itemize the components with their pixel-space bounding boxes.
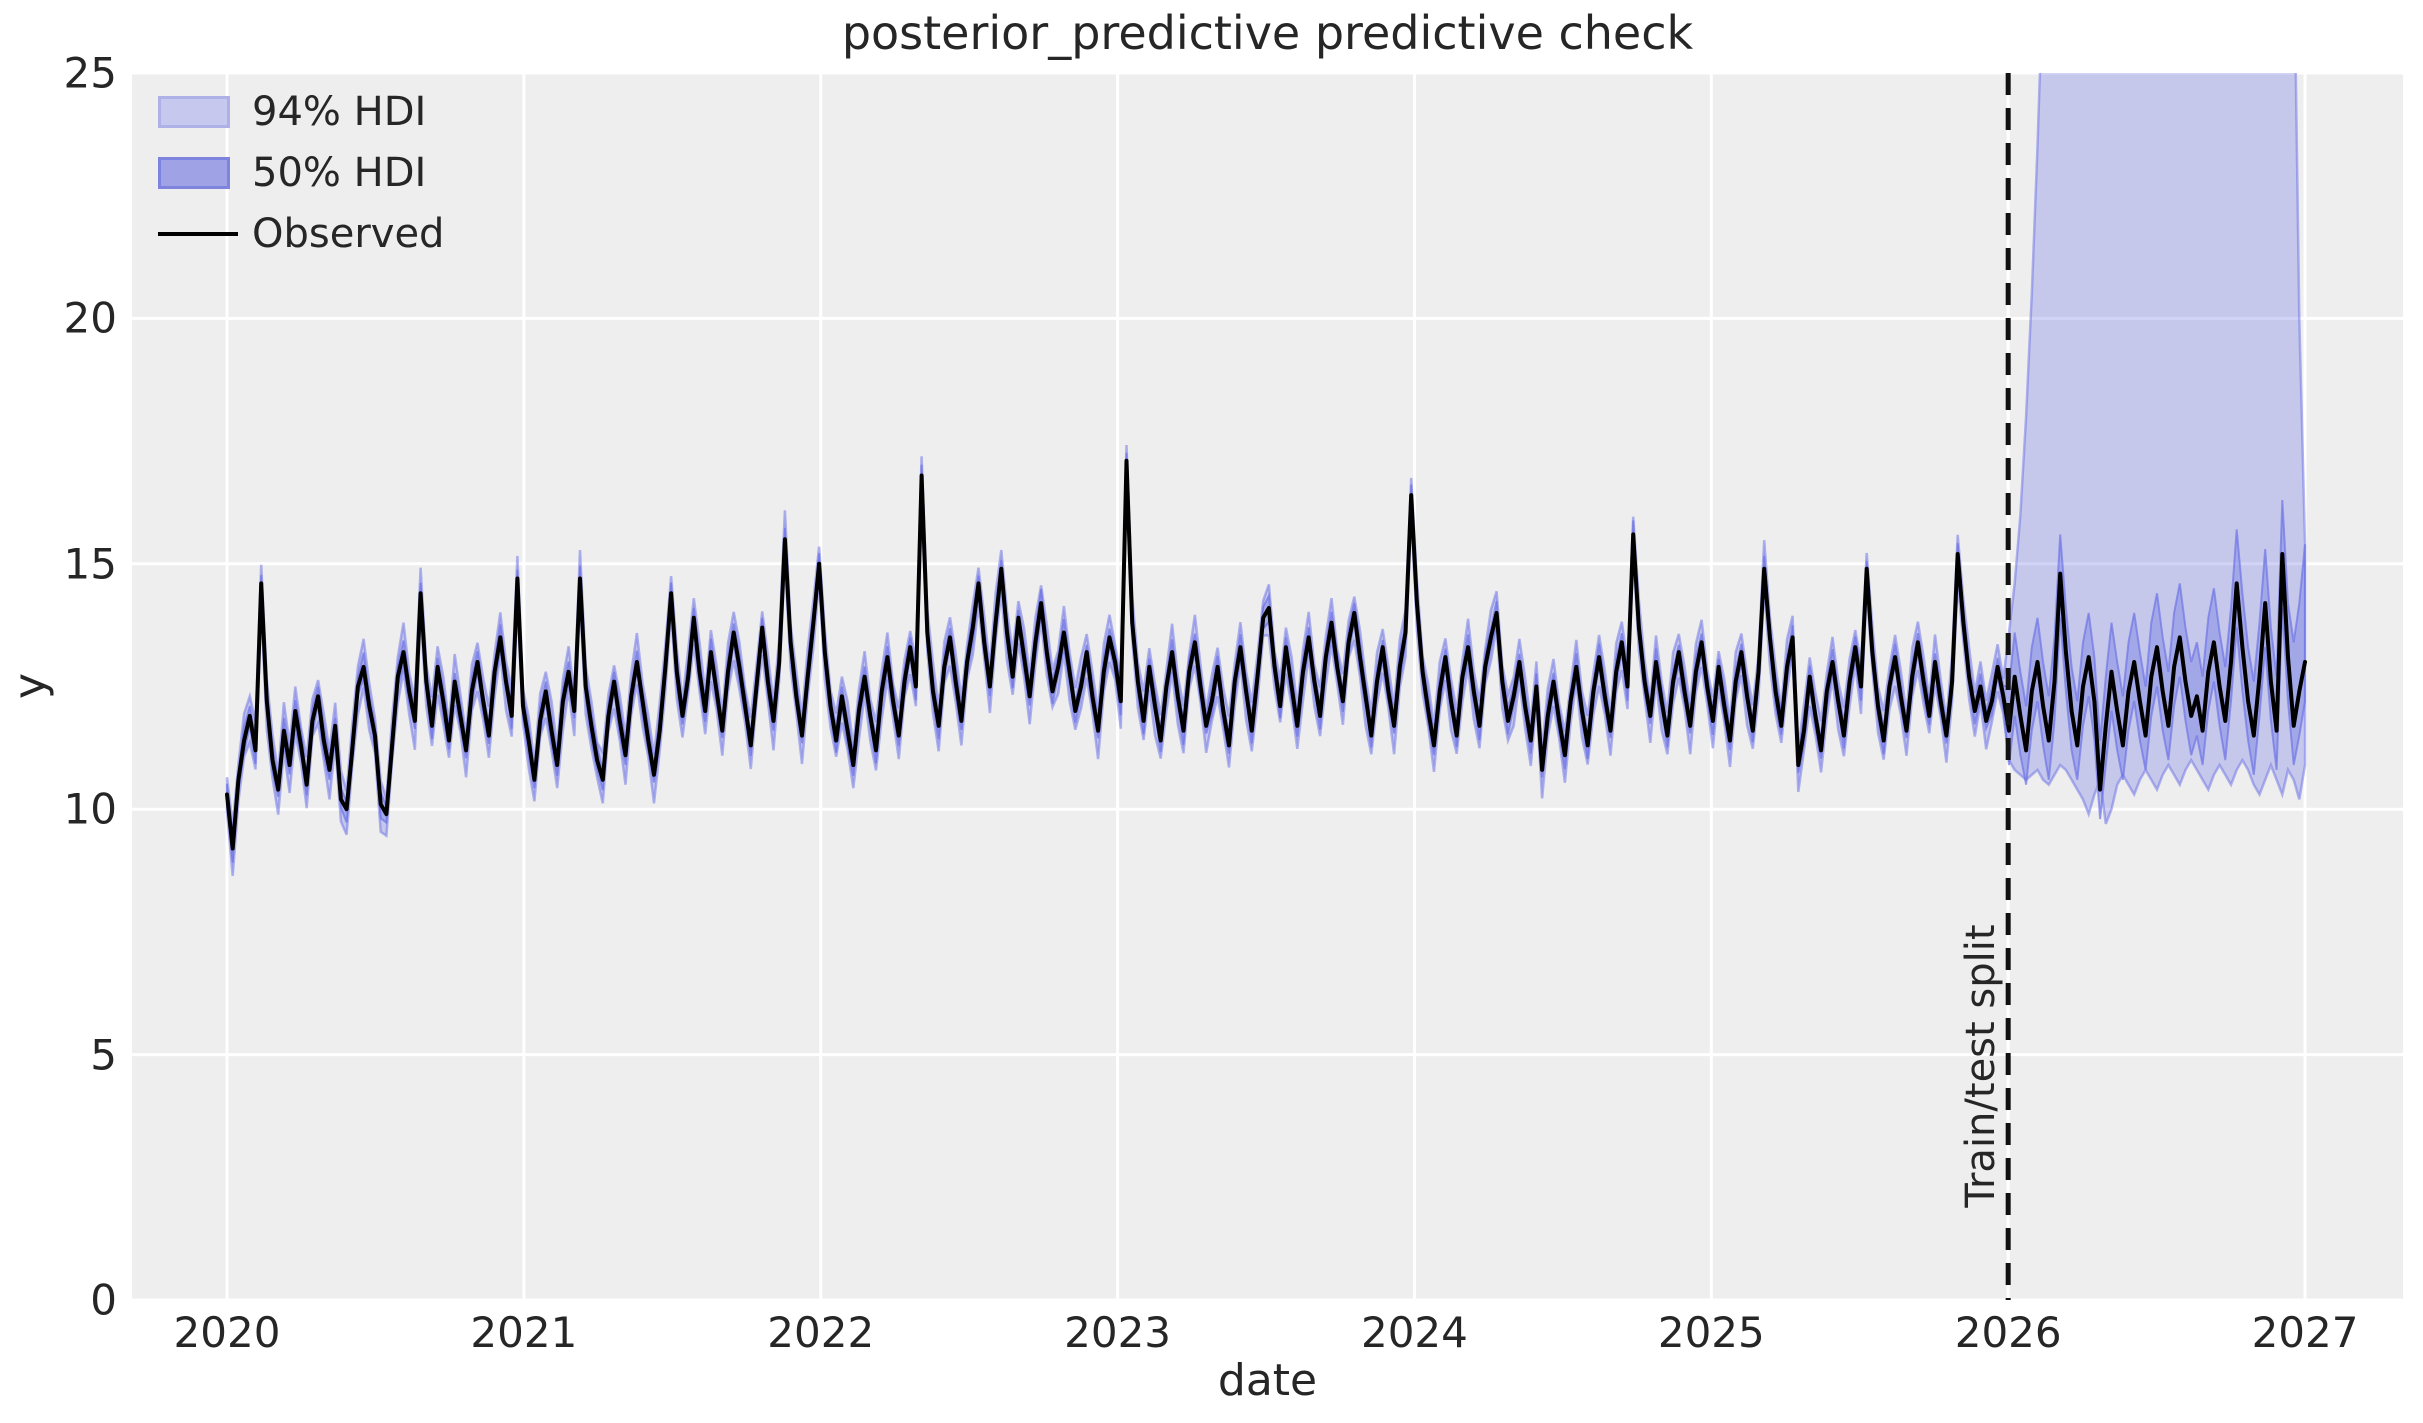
- x-tick-label: 2020: [173, 1308, 281, 1357]
- y-tick-label: 5: [90, 1030, 117, 1080]
- legend-label: 50% HDI: [252, 149, 427, 196]
- legend: 94% HDI 50% HDI Observed: [158, 88, 444, 257]
- x-tick-label: 2023: [1064, 1308, 1172, 1357]
- legend-label: 94% HDI: [252, 88, 427, 135]
- observed-line-swatch: [158, 231, 238, 236]
- train-test-split-label: Train/test split: [1958, 924, 2004, 1208]
- observed-line: [225, 458, 2307, 851]
- hdi50-swatch: [158, 156, 230, 189]
- legend-item-observed: Observed: [158, 210, 444, 257]
- chart-title: posterior_predictive predictive check: [841, 6, 1694, 60]
- x-tick-label: 2024: [1360, 1308, 1468, 1357]
- y-axis-label: y: [4, 672, 56, 700]
- x-tick-label: 2025: [1657, 1308, 1765, 1357]
- x-tick-label: 2021: [470, 1308, 578, 1357]
- y-tick-label: 15: [63, 539, 117, 589]
- x-axis-label: date: [1217, 1355, 1318, 1406]
- hdi50-band: [226, 452, 2306, 863]
- x-tick-label: 2026: [1954, 1308, 2062, 1357]
- legend-label: Observed: [252, 210, 445, 257]
- x-tick-label: 2022: [767, 1308, 875, 1357]
- y-tick-label: 25: [63, 48, 117, 98]
- y-tick-label: 20: [63, 293, 117, 343]
- y-tick-label: 0: [90, 1275, 117, 1325]
- legend-item-50-hdi: 50% HDI: [158, 149, 444, 196]
- y-tick-label: 10: [63, 784, 117, 834]
- legend-item-94-hdi: 94% HDI: [158, 88, 444, 135]
- x-tick-label: 2027: [2251, 1308, 2359, 1357]
- hdi94-swatch: [158, 95, 230, 128]
